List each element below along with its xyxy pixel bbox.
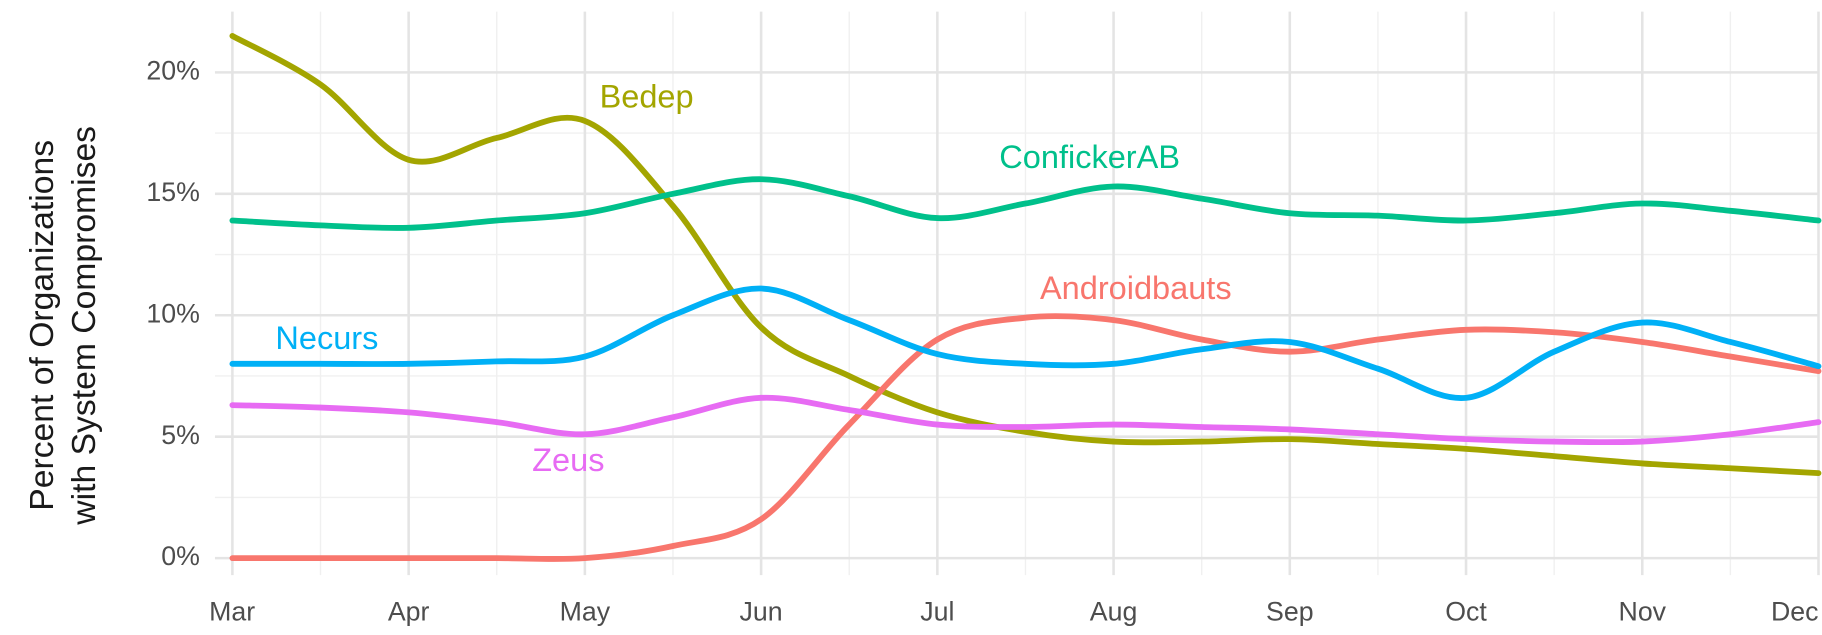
x-tick-label: Dec — [1771, 597, 1819, 627]
x-tick-label: Sep — [1266, 597, 1314, 627]
series-line — [229, 313, 1822, 562]
series-label: ConfickerAB — [999, 139, 1180, 175]
x-tick-label: Nov — [1619, 597, 1667, 627]
grid — [214, 11, 1820, 576]
series-label: Androidbauts — [1040, 270, 1232, 306]
x-tick-label: May — [560, 597, 611, 627]
y-tick-label: 5% — [161, 420, 200, 450]
y-tick-label: 0% — [161, 541, 200, 571]
series-label: Zeus — [532, 442, 604, 478]
series-line — [229, 394, 1822, 446]
x-tick-label: Oct — [1445, 597, 1487, 627]
y-axis-title: Percent of Organizations — [24, 140, 61, 511]
y-tick-label: 10% — [146, 298, 199, 328]
series-line — [229, 285, 1822, 401]
x-tick-label: Jun — [740, 597, 783, 627]
lines — [229, 33, 1822, 562]
y-axis-title: with System Compromises — [66, 126, 103, 526]
x-tick-label: Apr — [388, 597, 430, 627]
x-tick-label: Mar — [209, 597, 255, 627]
x-tick-label: Jul — [920, 597, 954, 627]
y-tick-label: 15% — [146, 177, 199, 207]
series-line — [229, 176, 1822, 231]
series-label: Necurs — [275, 320, 378, 356]
x-tick-label: Aug — [1090, 597, 1138, 627]
y-tick-label: 20% — [146, 55, 199, 85]
series-label: Bedep — [600, 78, 694, 114]
